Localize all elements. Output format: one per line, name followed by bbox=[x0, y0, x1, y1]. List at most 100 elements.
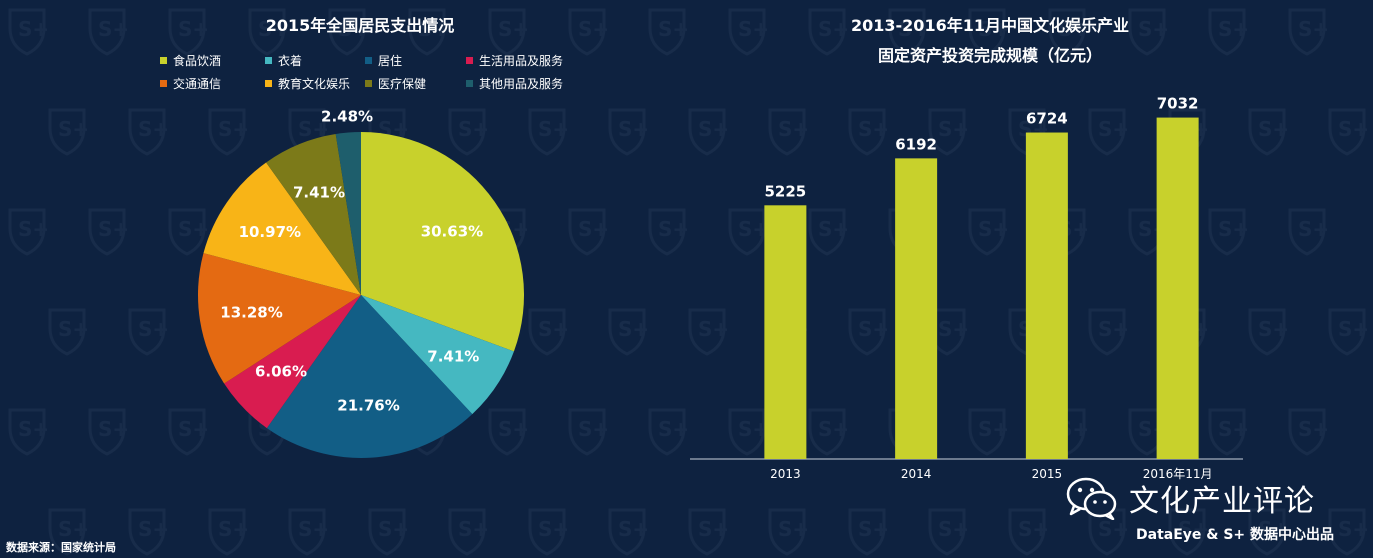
svg-text:S+: S+ bbox=[178, 217, 209, 241]
svg-text:S+: S+ bbox=[1258, 317, 1289, 341]
watermark-shield-icon: S+ bbox=[648, 408, 689, 456]
x-tick-label: 2015 bbox=[1032, 467, 1063, 481]
legend-swatch bbox=[365, 57, 372, 64]
svg-text:S+: S+ bbox=[698, 517, 729, 541]
svg-text:S+: S+ bbox=[1058, 17, 1089, 41]
watermark-shield-icon: S+ bbox=[1248, 308, 1289, 356]
svg-text:S+: S+ bbox=[738, 17, 769, 41]
watermark-shield-icon: S+ bbox=[1008, 508, 1049, 556]
watermark-shield-icon: S+ bbox=[168, 408, 209, 456]
svg-text:S+: S+ bbox=[698, 117, 729, 141]
svg-text:S+: S+ bbox=[778, 117, 809, 141]
legend-item: 其他用品及服务 bbox=[466, 75, 563, 92]
watermark-shield-icon: S+ bbox=[1248, 108, 1289, 156]
svg-text:S+: S+ bbox=[978, 17, 1009, 41]
svg-text:S+: S+ bbox=[818, 417, 849, 441]
svg-text:S+: S+ bbox=[1018, 517, 1049, 541]
svg-text:S+: S+ bbox=[18, 417, 49, 441]
svg-text:S+: S+ bbox=[698, 317, 729, 341]
pie-slice-label: 2.48% bbox=[321, 108, 373, 126]
svg-text:S+: S+ bbox=[938, 317, 969, 341]
svg-text:S+: S+ bbox=[98, 417, 129, 441]
svg-text:S+: S+ bbox=[1258, 117, 1289, 141]
watermark-shield-icon: S+ bbox=[728, 8, 769, 56]
watermark-shield-icon: S+ bbox=[928, 508, 969, 556]
watermark-shield-icon: S+ bbox=[1288, 408, 1329, 456]
watermark-shield-icon: S+ bbox=[1288, 8, 1329, 56]
svg-text:S+: S+ bbox=[298, 517, 329, 541]
x-tick-label: 2014 bbox=[901, 467, 932, 481]
legend-label: 其他用品及服务 bbox=[479, 77, 564, 91]
svg-text:S+: S+ bbox=[138, 517, 169, 541]
pie-slice-label: 13.28% bbox=[220, 303, 282, 321]
pie-slice bbox=[266, 133, 361, 295]
svg-text:S+: S+ bbox=[178, 17, 209, 41]
svg-text:S+: S+ bbox=[1178, 517, 1209, 541]
svg-text:S+: S+ bbox=[1098, 117, 1129, 141]
svg-text:S+: S+ bbox=[938, 517, 969, 541]
pie-chart-title: 2015年全国居民支出情况 bbox=[265, 16, 455, 35]
watermark-shield-icon: S+ bbox=[1128, 8, 1169, 56]
watermark-shield-icon: S+ bbox=[248, 8, 289, 56]
legend-swatch bbox=[160, 80, 167, 87]
watermark-shield-icon: S+ bbox=[568, 8, 609, 56]
svg-text:S+: S+ bbox=[1258, 517, 1289, 541]
svg-text:S+: S+ bbox=[818, 217, 849, 241]
watermark-shield-icon: S+ bbox=[1048, 8, 1089, 56]
pie-slice bbox=[335, 132, 361, 295]
svg-text:S+: S+ bbox=[658, 417, 689, 441]
watermark-shield-icon: S+ bbox=[288, 508, 329, 556]
bar-chart: 5225 2013 6192 2014 6724 2015 7032 2016年11月 bbox=[690, 95, 1243, 481]
watermark-shield-icon: S+ bbox=[368, 508, 409, 556]
data-source-note: 数据来源：国家统计局 bbox=[6, 541, 116, 554]
pie-slice bbox=[361, 132, 524, 352]
svg-text:S+: S+ bbox=[578, 417, 609, 441]
watermark-shield-icon: S+ bbox=[528, 108, 569, 156]
watermark-shield-icon: S+ bbox=[568, 208, 609, 256]
svg-text:S+: S+ bbox=[378, 517, 409, 541]
watermark-shield-icon: S+ bbox=[1328, 108, 1369, 156]
bar-value-label: 6192 bbox=[895, 135, 937, 153]
svg-text:S+: S+ bbox=[658, 17, 689, 41]
svg-text:S+: S+ bbox=[618, 317, 649, 341]
legend-item: 医疗保健 bbox=[365, 75, 426, 92]
watermark-shield-icon: S+ bbox=[488, 8, 529, 56]
svg-text:S+: S+ bbox=[1098, 517, 1129, 541]
watermark-shield-icon: S+ bbox=[968, 208, 1009, 256]
legend-label: 居住 bbox=[378, 54, 403, 68]
legend-swatch bbox=[265, 80, 272, 87]
x-tick-label: 2013 bbox=[770, 467, 801, 481]
watermark-shield-icon: S+ bbox=[448, 508, 489, 556]
watermark-shield-icon: S+ bbox=[1328, 508, 1369, 556]
svg-text:S+: S+ bbox=[458, 117, 489, 141]
svg-text:S+: S+ bbox=[498, 417, 529, 441]
watermark-shield-icon: S+ bbox=[648, 8, 689, 56]
watermark-shield-icon: S+ bbox=[608, 108, 649, 156]
watermark-shield-icon: S+ bbox=[488, 408, 529, 456]
watermark-shield-icon: S+ bbox=[608, 508, 649, 556]
svg-text:S+: S+ bbox=[618, 117, 649, 141]
legend-item: 居住 bbox=[365, 52, 402, 69]
pie-slice bbox=[197, 253, 361, 384]
watermark-shield-icon: S+ bbox=[848, 108, 889, 156]
legend-item: 交通通信 bbox=[160, 75, 221, 92]
svg-text:S+: S+ bbox=[978, 217, 1009, 241]
watermark-shield-icon: S+ bbox=[688, 508, 729, 556]
svg-text:S+: S+ bbox=[18, 17, 49, 41]
watermark-shield-icon: S+ bbox=[728, 208, 769, 256]
watermark-shield-icon: S+ bbox=[1208, 408, 1249, 456]
watermark-shield-icon: S+ bbox=[1208, 208, 1249, 256]
watermark-shield-icon: S+ bbox=[328, 8, 369, 56]
watermark-shield-icon: S+ bbox=[768, 108, 809, 156]
legend-swatch bbox=[466, 80, 473, 87]
svg-text:S+: S+ bbox=[538, 117, 569, 141]
watermark-shield-icon: S+ bbox=[848, 508, 889, 556]
watermark-shield-icon: S+ bbox=[568, 408, 609, 456]
svg-text:S+: S+ bbox=[818, 17, 849, 41]
svg-text:S+: S+ bbox=[1338, 117, 1369, 141]
svg-text:S+: S+ bbox=[418, 17, 449, 41]
brand-block: 文化产业评论 bbox=[1065, 476, 1315, 520]
svg-text:S+: S+ bbox=[858, 317, 889, 341]
watermark-shield-icon: S+ bbox=[1168, 508, 1209, 556]
x-tick-label: 2016年11月 bbox=[1143, 467, 1213, 481]
